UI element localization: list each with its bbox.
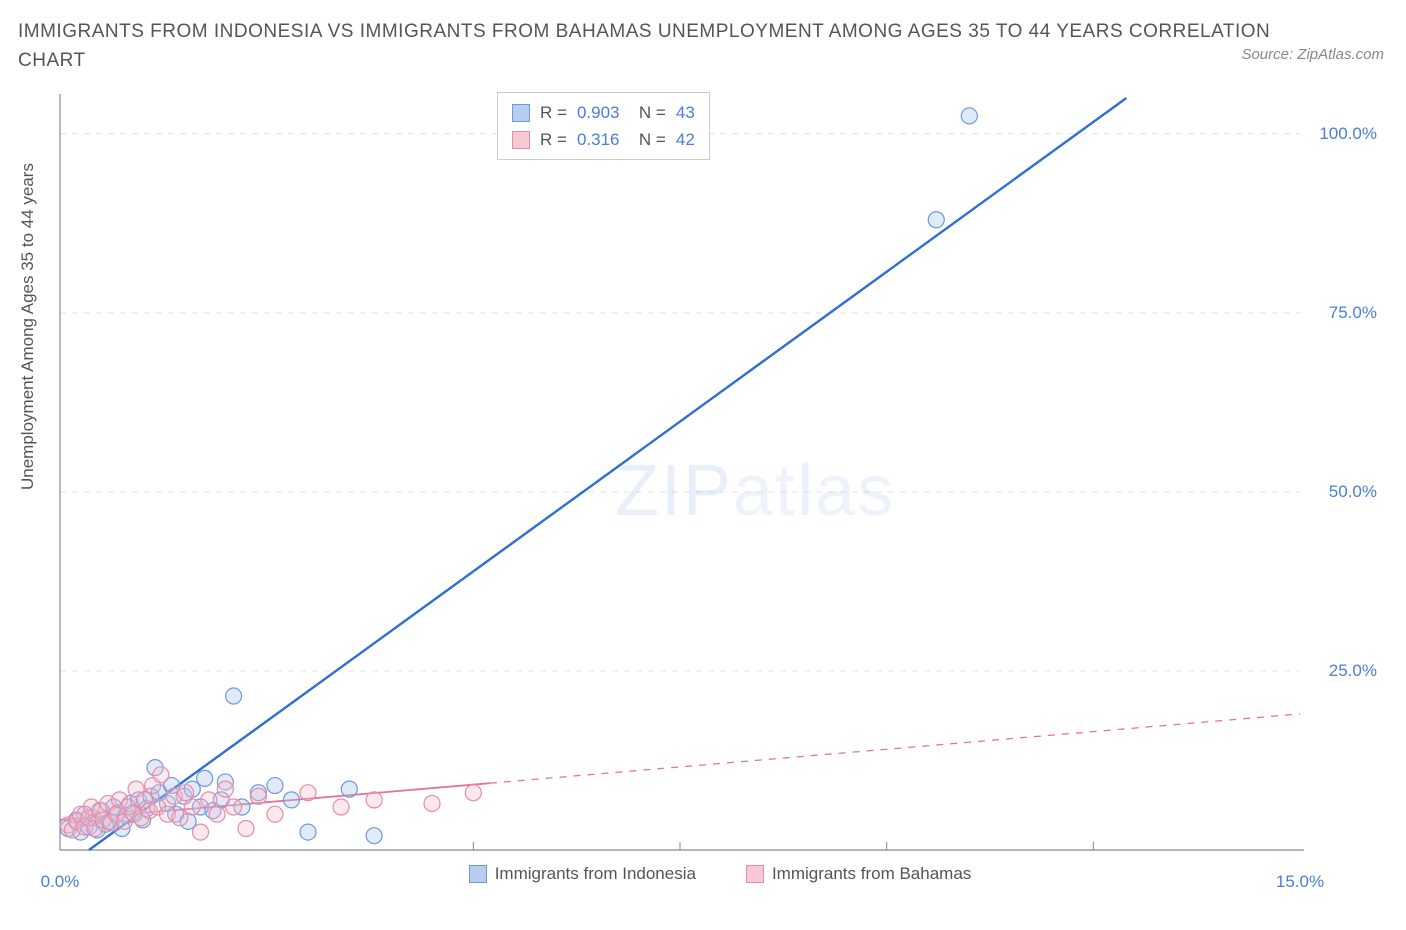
stat-n-label: N =	[629, 126, 665, 153]
legend-swatch	[512, 131, 530, 149]
legend-label: Immigrants from Indonesia	[495, 864, 696, 884]
stats-row: R = 0.316 N = 42	[512, 126, 695, 153]
y-axis-label: Unemployment Among Ages 35 to 44 years	[18, 163, 38, 490]
stat-n-value: 42	[676, 126, 695, 153]
legend-item: Immigrants from Bahamas	[746, 864, 971, 884]
legend-bottom: Immigrants from Indonesia Immigrants from…	[55, 864, 1385, 884]
legend-swatch	[746, 865, 764, 883]
y-tick-label: 50.0%	[1329, 482, 1377, 502]
legend-swatch	[469, 865, 487, 883]
plot-area: ZIPatlas R = 0.903 N = 43R = 0.316 N = 4…	[55, 90, 1385, 890]
source-attribution: Source: ZipAtlas.com	[1241, 46, 1384, 63]
stat-r-label: R =	[540, 126, 567, 153]
stat-n-label: N =	[629, 99, 665, 126]
chart-title: IMMIGRANTS FROM INDONESIA VS IMMIGRANTS …	[18, 18, 1286, 75]
y-tick-label: 75.0%	[1329, 303, 1377, 323]
stats-legend-box: R = 0.903 N = 43R = 0.316 N = 42	[497, 92, 710, 160]
stats-row: R = 0.903 N = 43	[512, 99, 695, 126]
stat-r-label: R =	[540, 99, 567, 126]
legend-label: Immigrants from Bahamas	[772, 864, 971, 884]
stat-r-value: 0.903	[577, 99, 620, 126]
y-tick-label: 100.0%	[1319, 124, 1377, 144]
stat-n-value: 43	[676, 99, 695, 126]
legend-item: Immigrants from Indonesia	[469, 864, 696, 884]
legend-swatch	[512, 104, 530, 122]
stat-r-value: 0.316	[577, 126, 620, 153]
chart-svg	[55, 90, 1385, 890]
y-tick-label: 25.0%	[1329, 661, 1377, 681]
